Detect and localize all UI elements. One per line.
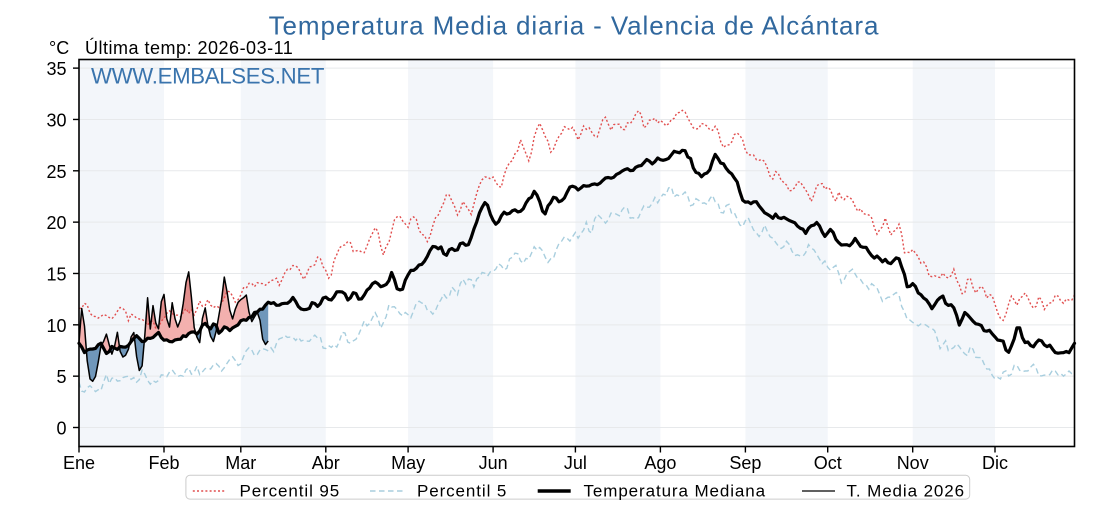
svg-text:25: 25 [46,162,66,182]
svg-text:WWW.EMBALSES.NET: WWW.EMBALSES.NET [91,64,325,89]
svg-text:Temperatura Mediana: Temperatura Mediana [584,481,766,500]
svg-text:°C: °C [49,38,69,58]
svg-text:Percentil 95: Percentil 95 [240,481,341,500]
svg-text:Nov: Nov [897,453,929,473]
svg-text:10: 10 [46,316,66,336]
svg-text:Oct: Oct [814,453,842,473]
svg-text:Jun: Jun [479,453,508,473]
svg-text:Abr: Abr [312,453,340,473]
svg-text:Ene: Ene [63,453,95,473]
svg-text:Última temp: 2026-03-11: Última temp: 2026-03-11 [85,37,293,58]
svg-text:T. Media 2026: T. Media 2026 [847,481,966,500]
svg-text:20: 20 [46,213,66,233]
svg-text:35: 35 [46,59,66,79]
svg-text:Ago: Ago [644,453,676,473]
svg-text:Dic: Dic [982,453,1008,473]
svg-text:Sep: Sep [729,453,761,473]
svg-text:Feb: Feb [148,453,179,473]
svg-text:30: 30 [46,111,66,131]
svg-text:Temperatura Media diaria - Val: Temperatura Media diaria - Valencia de A… [269,10,880,40]
svg-text:May: May [391,453,425,473]
svg-text:Jul: Jul [564,453,587,473]
svg-text:Mar: Mar [225,453,256,473]
svg-text:0: 0 [56,419,66,439]
svg-text:5: 5 [56,367,66,387]
svg-text:Percentil 5: Percentil 5 [417,481,507,500]
svg-text:15: 15 [46,265,66,285]
